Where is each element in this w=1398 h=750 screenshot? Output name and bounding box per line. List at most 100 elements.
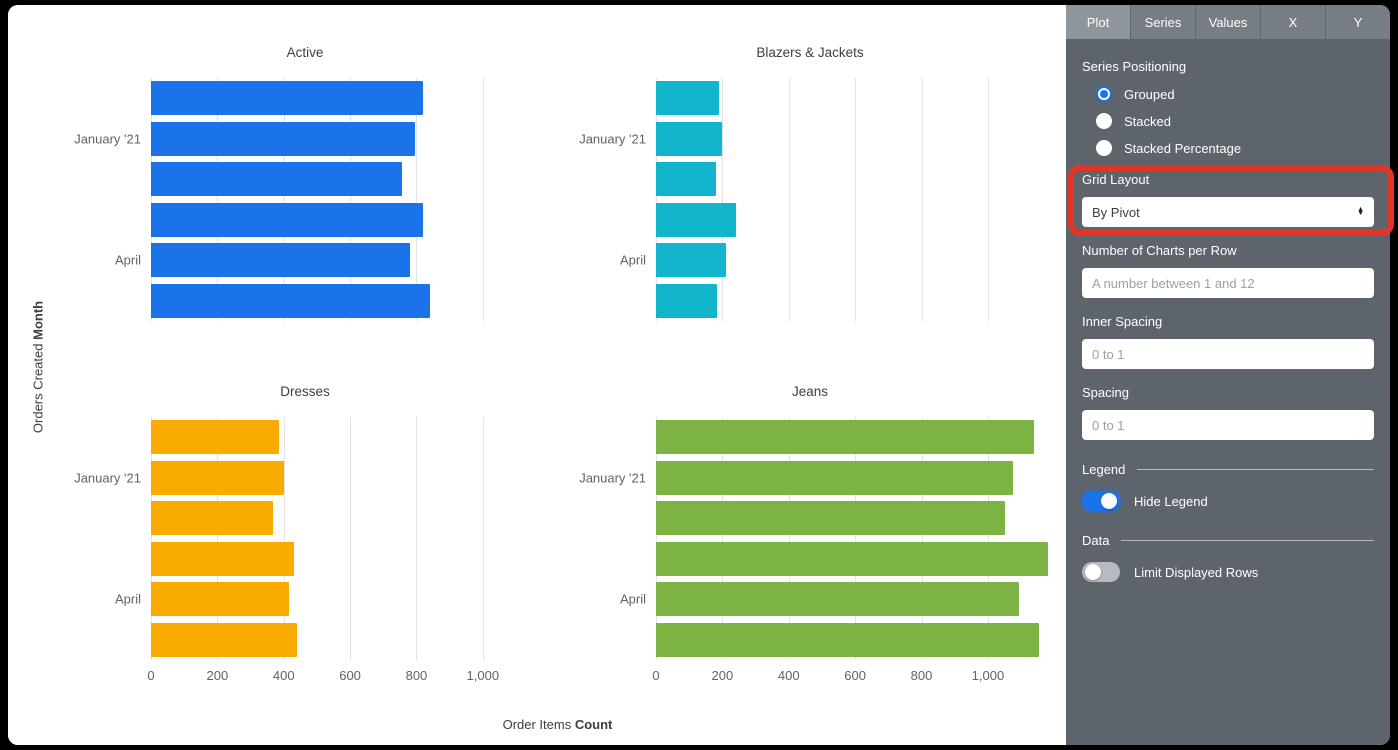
x-axis-title-view: Order Items — [502, 717, 572, 732]
select-updown-icon: ▲ ▼ — [1357, 205, 1364, 217]
x-axis-ticks: 0 200 400 600 800 1,000 — [652, 660, 1051, 686]
radio-unselected-icon[interactable] — [1096, 140, 1112, 156]
hide-legend-label: Hide Legend — [1134, 493, 1208, 509]
bar[interactable] — [656, 460, 1013, 495]
data-section-label: Data — [1082, 533, 1110, 548]
bar[interactable] — [656, 501, 1005, 536]
tab-values[interactable]: Values — [1195, 5, 1260, 39]
gridline — [482, 417, 484, 660]
spacing-input[interactable] — [1082, 410, 1374, 440]
x-tick-label: 1,000 — [466, 668, 500, 683]
section-divider — [1121, 540, 1374, 541]
gridline — [855, 417, 857, 660]
bar[interactable] — [656, 243, 727, 278]
radio-label: Stacked Percentage — [1124, 140, 1242, 156]
spacing-label: Spacing — [1082, 385, 1129, 400]
bar[interactable] — [656, 541, 1048, 576]
x-tick-label: 800 — [405, 668, 428, 683]
radio-selected-icon[interactable] — [1096, 86, 1112, 102]
x-tick-label: 200 — [711, 668, 734, 683]
y-axis-labels: January '21 April — [560, 417, 656, 660]
x-tick-label: 600 — [339, 668, 361, 683]
y-axis-labels: January '21 April — [55, 417, 151, 660]
y-tick-label: April — [619, 252, 646, 268]
bar[interactable] — [151, 202, 424, 237]
visualization-canvas: Orders Created Month Active January '21 A… — [8, 5, 1066, 745]
bar[interactable] — [151, 162, 402, 197]
grid-layout-label: Grid Layout — [1082, 172, 1150, 187]
bar[interactable] — [656, 81, 720, 116]
chart-blazers-jackets: Blazers & Jackets January '21 April — [560, 40, 1060, 321]
y-tick-label: April — [114, 591, 141, 607]
radio-label: Grouped — [1124, 86, 1175, 102]
y-axis-title: Orders Created Month — [31, 301, 46, 433]
bar[interactable] — [656, 622, 1040, 657]
bar[interactable] — [151, 582, 289, 617]
section-divider — [1137, 469, 1374, 470]
gridline — [217, 78, 219, 321]
chart-title: Jeans — [791, 384, 829, 399]
chart-title: Blazers & Jackets — [756, 45, 864, 60]
tab-series[interactable]: Series — [1130, 5, 1195, 39]
gridline — [416, 78, 418, 321]
gridline — [987, 417, 989, 660]
toggle-knob — [1085, 564, 1101, 580]
charts-per-row-input[interactable] — [1082, 268, 1374, 298]
gridline — [350, 78, 352, 321]
radio-option-grouped[interactable]: Grouped — [1096, 86, 1374, 102]
tab-x[interactable]: X — [1260, 5, 1325, 39]
radio-option-stacked-percentage[interactable]: Stacked Percentage — [1096, 140, 1374, 156]
bar[interactable] — [151, 420, 279, 455]
tab-y[interactable]: Y — [1325, 5, 1390, 39]
chart-title: Active — [286, 45, 324, 60]
x-tick-label: 400 — [272, 668, 295, 683]
bar[interactable] — [151, 501, 274, 536]
hide-legend-row: Hide Legend — [1082, 491, 1374, 511]
gridline — [283, 417, 285, 660]
bar[interactable] — [151, 81, 424, 116]
radio-option-stacked[interactable]: Stacked — [1096, 113, 1374, 129]
legend-section-header: Legend — [1082, 462, 1374, 477]
bar[interactable] — [656, 202, 737, 237]
gridline — [722, 78, 724, 321]
hide-legend-toggle[interactable] — [1082, 491, 1120, 511]
chart-jeans: Jeans January '21 April 0 200 400 600 800 1,00… — [560, 379, 1060, 686]
y-tick-label: April — [114, 252, 141, 268]
bar[interactable] — [656, 121, 723, 156]
bar[interactable] — [151, 283, 430, 318]
inner-spacing-input[interactable] — [1082, 339, 1374, 369]
gridline — [788, 78, 790, 321]
tab-plot[interactable]: Plot — [1066, 5, 1130, 39]
bar[interactable] — [151, 622, 297, 657]
gridline — [788, 417, 790, 660]
gridline — [921, 417, 923, 660]
limit-rows-toggle[interactable] — [1082, 562, 1120, 582]
gridline — [217, 417, 219, 660]
gridline — [855, 78, 857, 321]
gridline — [151, 417, 152, 660]
bar[interactable] — [656, 420, 1035, 455]
grid-layout-select[interactable]: By Pivot ▲ ▼ — [1082, 197, 1374, 227]
radio-unselected-icon[interactable] — [1096, 113, 1112, 129]
bar[interactable] — [151, 243, 410, 278]
gridline — [656, 417, 657, 660]
bar[interactable] — [656, 162, 716, 197]
plot-area — [151, 417, 516, 660]
x-axis-ticks: 0 200 400 600 800 1,000 — [147, 660, 516, 686]
bar[interactable] — [151, 121, 415, 156]
y-axis-labels: January '21 April — [55, 78, 151, 321]
vis-config-panel: Plot Series Values X Y Series Positionin… — [1066, 5, 1390, 745]
bar[interactable] — [151, 541, 294, 576]
y-axis-title-view: Orders Created — [30, 343, 46, 434]
bar[interactable] — [656, 283, 718, 318]
bar[interactable] — [656, 582, 1020, 617]
y-tick-label: January '21 — [579, 470, 646, 486]
x-tick-label: 600 — [844, 668, 867, 683]
gridline — [482, 78, 484, 321]
y-tick-label: January '21 — [74, 470, 141, 486]
x-tick-label: 0 — [652, 668, 660, 683]
x-tick-label: 800 — [910, 668, 933, 683]
y-tick-label: January '21 — [74, 131, 141, 147]
bar[interactable] — [151, 460, 284, 495]
